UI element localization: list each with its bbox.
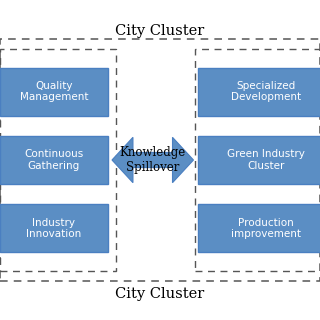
Text: Production
improvement: Production improvement bbox=[231, 218, 301, 239]
Text: Quality
Management: Quality Management bbox=[20, 81, 88, 102]
FancyBboxPatch shape bbox=[0, 204, 108, 252]
FancyBboxPatch shape bbox=[0, 68, 108, 116]
Text: City Cluster: City Cluster bbox=[116, 24, 204, 37]
FancyBboxPatch shape bbox=[198, 204, 320, 252]
FancyBboxPatch shape bbox=[198, 68, 320, 116]
Text: Industry
Innovation: Industry Innovation bbox=[26, 218, 82, 239]
Bar bbox=[195, 50, 320, 270]
Text: Specialized
Development: Specialized Development bbox=[231, 81, 301, 102]
Text: City Cluster: City Cluster bbox=[116, 287, 204, 301]
FancyBboxPatch shape bbox=[0, 136, 108, 184]
Text: Continuous
Gathering: Continuous Gathering bbox=[24, 149, 84, 171]
FancyBboxPatch shape bbox=[198, 136, 320, 184]
Bar bbox=[0, 39, 320, 281]
Bar bbox=[0, 50, 116, 270]
Text: Knowledge
Spillover: Knowledge Spillover bbox=[120, 146, 186, 174]
Polygon shape bbox=[112, 137, 194, 183]
Text: Green Industry
Cluster: Green Industry Cluster bbox=[227, 149, 305, 171]
